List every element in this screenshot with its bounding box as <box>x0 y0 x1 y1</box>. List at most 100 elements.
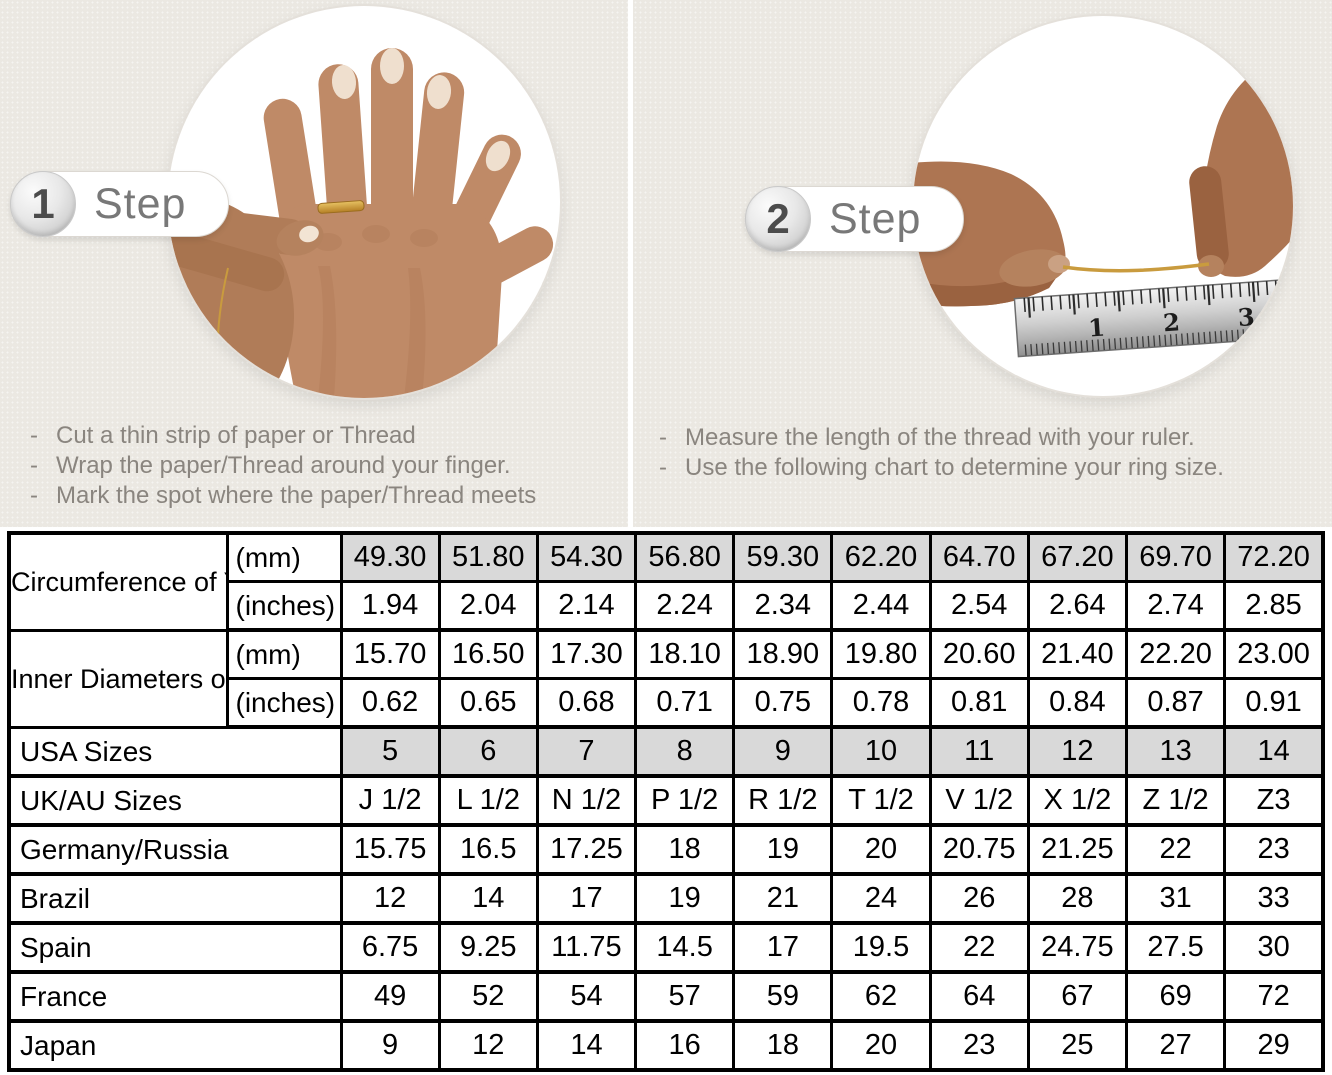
size-value-cell: P 1/2 <box>634 774 736 827</box>
size-value-cell: 69.70 <box>1124 531 1227 583</box>
size-value-cell: 0.81 <box>928 677 1030 729</box>
size-value-cell: 20 <box>830 1019 932 1072</box>
size-value-cell: 9 <box>732 725 834 778</box>
instruction-panels: 1 Step - Cut a thin strip of paper or Thr… <box>0 0 1332 529</box>
size-value-cell: 14 <box>1223 725 1325 778</box>
unit-label: (inches) <box>225 580 343 632</box>
row-label-cell: Japan <box>7 1019 343 1072</box>
size-value-cell: 52 <box>437 970 539 1023</box>
size-value-cell: R 1/2 <box>732 774 834 827</box>
size-value-cell: 0.91 <box>1223 677 1325 729</box>
size-value-cell: 21.25 <box>1026 823 1129 876</box>
step2-instructions: - Measure the length of the thread with y… <box>659 423 1224 483</box>
size-value-cell: 2.24 <box>634 580 736 632</box>
table-row: Germany/Russia 15.75 16.5 17.25 18 19 20 20.75 2… <box>7 823 1325 876</box>
size-value-cell: 17 <box>535 872 638 925</box>
unit-label: (mm) <box>225 531 343 583</box>
size-value-cell: Z3 <box>1223 774 1325 827</box>
table-row: (inches) 1.94 2.04 2.14 2.24 2.34 2.44 2.54 2.64… <box>9 580 1325 632</box>
table-row: UK/AU Sizes J 1/2 L 1/2 N 1/2 P 1/2 R 1/2 T 1/… <box>7 774 1325 827</box>
size-value-cell: 67 <box>1026 970 1129 1023</box>
unit-label: (inches) <box>225 677 343 729</box>
size-value-cell: 12 <box>339 872 441 925</box>
size-value-cell: 6.75 <box>339 921 441 974</box>
size-value-cell: 49 <box>339 970 441 1023</box>
size-value-cell: 16 <box>634 1019 736 1072</box>
instruction-item: - Use the following chart to determine yo… <box>659 453 1224 483</box>
size-value-cell: 62 <box>830 970 932 1023</box>
step1-label: Step <box>94 179 187 228</box>
size-value-cell: 14 <box>535 1019 638 1072</box>
size-value-cell: 67.20 <box>1026 531 1129 583</box>
size-value-cell: 54.30 <box>535 531 638 583</box>
size-value-cell: 2.14 <box>535 580 638 632</box>
gold-ring-graphic <box>317 200 365 214</box>
thread-graphic <box>1062 262 1210 273</box>
size-value-cell: 28 <box>1026 872 1129 925</box>
table-row: Japan 9 12 14 16 18 20 23 25 27 29 <box>7 1019 1325 1072</box>
size-value-cell: 18 <box>634 823 736 876</box>
size-value-cell: 64.70 <box>928 531 1030 583</box>
size-value-cell: 22 <box>928 921 1030 974</box>
row-label-cell: USA Sizes <box>7 725 343 778</box>
size-value-cell: 24.75 <box>1026 921 1129 974</box>
size-value-cell: 20 <box>830 823 932 876</box>
instruction-item: - Measure the length of the thread with y… <box>659 423 1224 453</box>
size-value-cell: 12 <box>437 1019 539 1072</box>
size-value-cell: 0.75 <box>732 677 834 729</box>
instruction-text: Wrap the paper/Thread around your finger… <box>56 452 511 479</box>
size-value-cell: 14.5 <box>634 921 736 974</box>
size-value-cell: 0.71 <box>634 677 736 729</box>
bullet-dash: - <box>30 452 38 479</box>
row-label-cell: France <box>7 970 343 1023</box>
step1-panel: 1 Step - Cut a thin strip of paper or Thr… <box>0 0 628 527</box>
size-value-cell: 11.75 <box>535 921 638 974</box>
size-value-cell: 23 <box>1223 823 1325 876</box>
size-value-cell: 59.30 <box>732 531 834 583</box>
size-value-cell: 22.20 <box>1124 628 1227 680</box>
size-value-cell: V 1/2 <box>928 774 1030 827</box>
size-value-cell: 69 <box>1124 970 1227 1023</box>
size-value-cell: 20.60 <box>928 628 1030 680</box>
size-value-cell: 19.5 <box>830 921 932 974</box>
size-value-cell: T 1/2 <box>830 774 932 827</box>
table-row: France 49 52 54 57 59 62 64 67 69 72 <box>7 970 1325 1023</box>
size-value-cell: 12 <box>1026 725 1129 778</box>
size-value-cell: 0.62 <box>339 677 441 729</box>
bullet-dash: - <box>659 454 667 481</box>
instruction-text: Cut a thin strip of paper or Thread <box>56 422 416 449</box>
size-value-cell: 27.5 <box>1124 921 1227 974</box>
instruction-item: - Cut a thin strip of paper or Thread <box>30 421 536 451</box>
size-value-cell: 0.68 <box>535 677 638 729</box>
unit-label: (mm) <box>225 628 343 680</box>
size-value-cell: 15.75 <box>339 823 441 876</box>
ruler-number-3: 3 <box>1237 302 1256 332</box>
size-value-cell: 23.00 <box>1223 628 1325 680</box>
size-value-cell: 24 <box>830 872 932 925</box>
table-row: (inches) 0.62 0.65 0.68 0.71 0.75 0.78 0.81 0.84… <box>9 677 1325 729</box>
size-value-cell: 59 <box>732 970 834 1023</box>
size-value-cell: 17.30 <box>535 628 638 680</box>
size-value-cell: 2.74 <box>1124 580 1227 632</box>
size-value-cell: 49.30 <box>339 531 441 583</box>
size-value-cell: 19 <box>732 823 834 876</box>
size-value-cell: 16.50 <box>437 628 539 680</box>
table-row: Circumference of Your Finger(mm)49.3051.… <box>7 531 1325 631</box>
size-value-cell: 62.20 <box>830 531 932 583</box>
measuring-thread-illustration: 1 2 3 <box>913 50 1293 358</box>
right-hand-graphic <box>1189 50 1293 277</box>
size-value-cell: 6 <box>437 725 539 778</box>
size-value-cell: 31 <box>1124 872 1227 925</box>
size-value-cell: 20.75 <box>928 823 1030 876</box>
size-value-cell: 13 <box>1124 725 1227 778</box>
size-value-cell: 18.90 <box>732 628 834 680</box>
size-value-cell: 57 <box>634 970 736 1023</box>
step1-hand-photo <box>168 6 560 398</box>
table-row: USA Sizes 5 6 7 8 9 10 11 12 13 14 <box>7 725 1325 778</box>
row-label-cell: Spain <box>7 921 343 974</box>
size-value-cell: 0.65 <box>437 677 539 729</box>
size-value-cell: 64 <box>928 970 1030 1023</box>
size-value-cell: 10 <box>830 725 932 778</box>
size-value-cell: 17 <box>732 921 834 974</box>
step2-measuring-photo: 1 2 3 <box>913 16 1293 396</box>
